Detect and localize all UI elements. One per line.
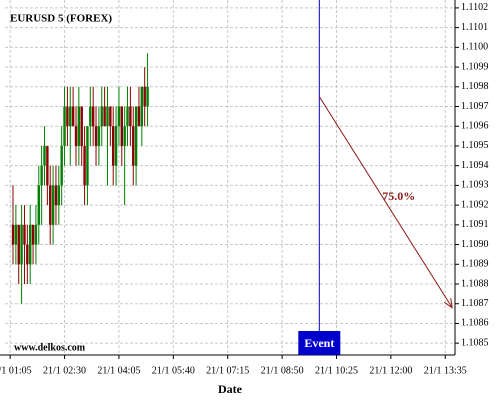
candle-body	[26, 244, 29, 265]
x-tick-label: 21/1 12:00	[369, 365, 412, 376]
candle-body	[117, 106, 121, 127]
y-tick-label: 1.1099	[461, 61, 489, 72]
candle-body	[140, 86, 144, 127]
candle-body	[40, 165, 43, 186]
candle-body	[11, 224, 15, 245]
candle-body	[143, 86, 146, 107]
y-tick-label: 1.1100	[461, 42, 488, 53]
candle-body	[71, 106, 75, 127]
candle-body	[66, 106, 69, 127]
y-tick-label: 1.1093	[461, 180, 489, 191]
candle-body	[100, 106, 103, 127]
x-tick-label: 21/1 13:35	[424, 365, 467, 376]
candle-body	[69, 106, 72, 127]
candle-body	[31, 224, 35, 245]
y-tick-label: 1.1087	[461, 298, 489, 309]
forecast-arrow	[318, 96, 452, 308]
candle-body	[91, 106, 95, 127]
candle-body	[74, 126, 78, 146]
candle-body	[60, 145, 63, 186]
source: www.delkos.com	[14, 342, 86, 353]
y-tick-label: 1.1101	[461, 22, 488, 33]
chart-title: EURUSD 5 (FOREX)	[10, 13, 112, 25]
candle-body	[126, 106, 129, 127]
candle-body	[112, 126, 115, 166]
candle-body	[49, 185, 52, 225]
candle-body	[97, 126, 101, 146]
x-axis-label: Date	[218, 382, 243, 396]
x-tick-label: 21/1 10:25	[315, 365, 358, 376]
candle-body	[23, 224, 26, 245]
x-tick-label: 21/1 07:15	[206, 365, 249, 376]
plot-area	[5, 0, 455, 355]
x-tick-label: 21/1 05:40	[152, 365, 195, 376]
x-tick-label: 21/1 08:50	[261, 365, 304, 376]
candle-body	[34, 224, 38, 245]
candle-body	[43, 145, 46, 166]
y-tick-label: 1.1098	[461, 81, 489, 92]
candle-body	[83, 145, 86, 186]
candle-body	[51, 185, 55, 225]
candle-body	[80, 106, 83, 146]
candle-body	[103, 106, 106, 127]
y-tick-label: 1.1088	[461, 278, 489, 289]
y-tick-label: 1.1089	[461, 259, 489, 270]
y-tick-label: 1.1092	[461, 199, 489, 210]
candle-body	[89, 106, 92, 127]
x-tick-label: 21/1 04:05	[97, 365, 140, 376]
y-tick-label: 1.1102	[461, 2, 488, 13]
candle-body	[94, 126, 98, 146]
y-tick-label: 1.1094	[461, 160, 489, 171]
event-label: Event	[304, 336, 334, 350]
y-tick-label: 1.1091	[461, 219, 489, 230]
candle-body	[120, 106, 123, 146]
candle-body	[57, 185, 61, 206]
y-tick-label: 1.1095	[461, 140, 489, 151]
x-tick-label: 21/1 01:05	[0, 365, 32, 376]
candle-body	[77, 106, 81, 146]
candle-body	[28, 224, 32, 265]
candle-body	[37, 185, 40, 225]
candle-body	[20, 224, 23, 265]
candle-body	[137, 106, 141, 127]
x-tick-label: 21/1 02:30	[43, 365, 86, 376]
candle-body	[146, 86, 149, 107]
event-box	[298, 331, 341, 355]
candle-body	[132, 126, 135, 166]
forecast-label: 75.0%	[382, 189, 415, 203]
y-tick-label: 1.1086	[461, 318, 489, 329]
candle-body	[86, 126, 89, 186]
candle-body	[129, 106, 132, 127]
candle-body	[46, 145, 49, 186]
y-tick-label: 1.1090	[461, 239, 489, 250]
candle-body	[109, 106, 112, 127]
candle-body	[54, 185, 58, 206]
candle-body	[14, 224, 18, 245]
candle-body	[134, 106, 138, 166]
candle-body	[63, 106, 66, 146]
candle-body	[106, 106, 109, 127]
y-tick-label: 1.1096	[461, 121, 489, 132]
candle-body	[123, 126, 126, 146]
y-tick-label: 1.1085	[461, 337, 489, 348]
candle-body	[17, 224, 20, 265]
candle-body	[114, 126, 118, 166]
y-tick-label: 1.1097	[461, 101, 489, 112]
